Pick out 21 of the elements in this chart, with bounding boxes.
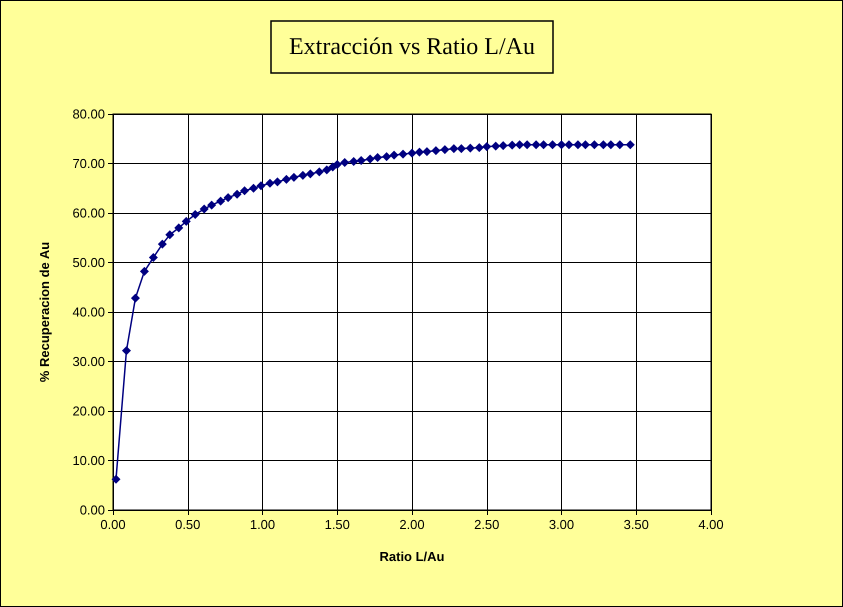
x-tick-label: 4.00 bbox=[698, 517, 724, 532]
y-axis-title: % Recuperacion de Au bbox=[37, 242, 52, 382]
y-tick-label: 50.00 bbox=[72, 255, 105, 270]
x-tick-label: 2.50 bbox=[474, 517, 500, 532]
x-tick-label: 0.50 bbox=[175, 517, 200, 532]
y-tick-label: 30.00 bbox=[72, 354, 105, 369]
x-axis-title: Ratio L/Au bbox=[380, 549, 445, 564]
y-tick-label: 40.00 bbox=[72, 304, 105, 320]
x-tick-label: 1.50 bbox=[324, 517, 350, 532]
x-tick-label: 2.00 bbox=[399, 517, 425, 532]
y-tick-label: 20.00 bbox=[72, 404, 105, 418]
y-tick-label: 10.00 bbox=[72, 453, 105, 468]
y-tick-label: 0.00 bbox=[80, 502, 105, 518]
x-tick-label: 3.50 bbox=[624, 517, 649, 532]
x-tick-label: 0.00 bbox=[100, 517, 126, 532]
y-tick-label: 80.00 bbox=[72, 106, 105, 122]
y-tick-label: 60.00 bbox=[72, 206, 105, 220]
x-tick-label: 3.00 bbox=[548, 517, 574, 532]
y-tick-label: 70.00 bbox=[72, 156, 105, 171]
chart-title: Extracción vs Ratio L/Au bbox=[289, 34, 535, 60]
x-tick-label: 1.00 bbox=[250, 517, 276, 532]
